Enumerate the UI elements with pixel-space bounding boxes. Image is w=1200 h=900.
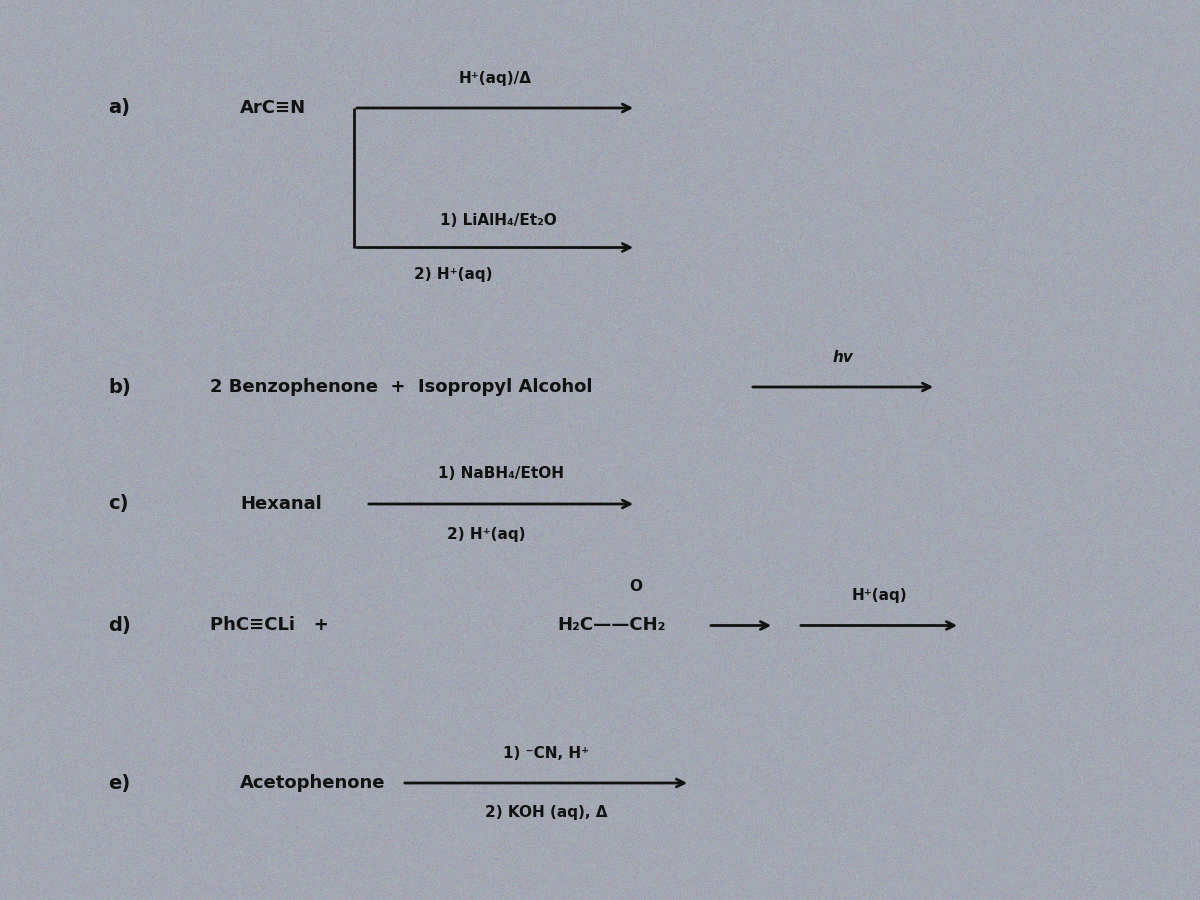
Text: 2) H⁺(aq): 2) H⁺(aq) — [414, 267, 492, 283]
Text: 1) ⁻CN, H⁺: 1) ⁻CN, H⁺ — [503, 745, 589, 760]
Text: c): c) — [108, 494, 128, 514]
Text: ArC≡N: ArC≡N — [240, 99, 306, 117]
Text: 2) H⁺(aq): 2) H⁺(aq) — [446, 526, 526, 542]
Text: a): a) — [108, 98, 130, 118]
Text: H⁺(aq): H⁺(aq) — [851, 588, 907, 603]
Text: b): b) — [108, 377, 131, 397]
Text: d): d) — [108, 616, 131, 635]
Text: 1) NaBH₄/EtOH: 1) NaBH₄/EtOH — [438, 466, 564, 482]
Text: e): e) — [108, 773, 131, 793]
Text: PhC≡CLi   +: PhC≡CLi + — [210, 616, 329, 634]
Text: hv: hv — [833, 349, 853, 364]
Text: Acetophenone: Acetophenone — [240, 774, 385, 792]
Text: 2 Benzophenone  +  Isopropyl Alcohol: 2 Benzophenone + Isopropyl Alcohol — [210, 378, 593, 396]
Text: H⁺(aq)/Δ: H⁺(aq)/Δ — [458, 70, 532, 86]
Text: H₂C——CH₂: H₂C——CH₂ — [558, 616, 666, 634]
Text: 2) KOH (aq), Δ: 2) KOH (aq), Δ — [485, 806, 607, 821]
Text: O: O — [630, 579, 642, 594]
Text: Hexanal: Hexanal — [240, 495, 322, 513]
Text: 1) LiAlH₄/Et₂O: 1) LiAlH₄/Et₂O — [439, 212, 557, 228]
